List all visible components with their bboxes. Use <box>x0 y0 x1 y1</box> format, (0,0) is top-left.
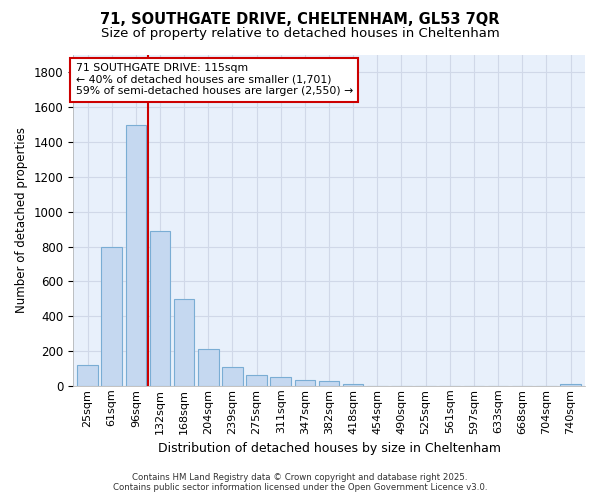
X-axis label: Distribution of detached houses by size in Cheltenham: Distribution of detached houses by size … <box>158 442 500 455</box>
Bar <box>247 374 267 386</box>
Bar <box>295 380 315 386</box>
Bar <box>125 124 146 386</box>
Bar <box>319 381 339 386</box>
Bar <box>343 384 364 386</box>
Bar <box>174 299 194 386</box>
Bar <box>77 365 98 386</box>
Bar <box>560 384 581 386</box>
Text: Size of property relative to detached houses in Cheltenham: Size of property relative to detached ho… <box>101 28 499 40</box>
Bar <box>198 350 218 386</box>
Bar <box>101 246 122 386</box>
Y-axis label: Number of detached properties: Number of detached properties <box>15 128 28 314</box>
Bar <box>271 377 291 386</box>
Text: 71 SOUTHGATE DRIVE: 115sqm
← 40% of detached houses are smaller (1,701)
59% of s: 71 SOUTHGATE DRIVE: 115sqm ← 40% of deta… <box>76 64 353 96</box>
Text: 71, SOUTHGATE DRIVE, CHELTENHAM, GL53 7QR: 71, SOUTHGATE DRIVE, CHELTENHAM, GL53 7Q… <box>100 12 500 28</box>
Bar <box>222 366 242 386</box>
Bar <box>150 231 170 386</box>
Text: Contains HM Land Registry data © Crown copyright and database right 2025.
Contai: Contains HM Land Registry data © Crown c… <box>113 473 487 492</box>
